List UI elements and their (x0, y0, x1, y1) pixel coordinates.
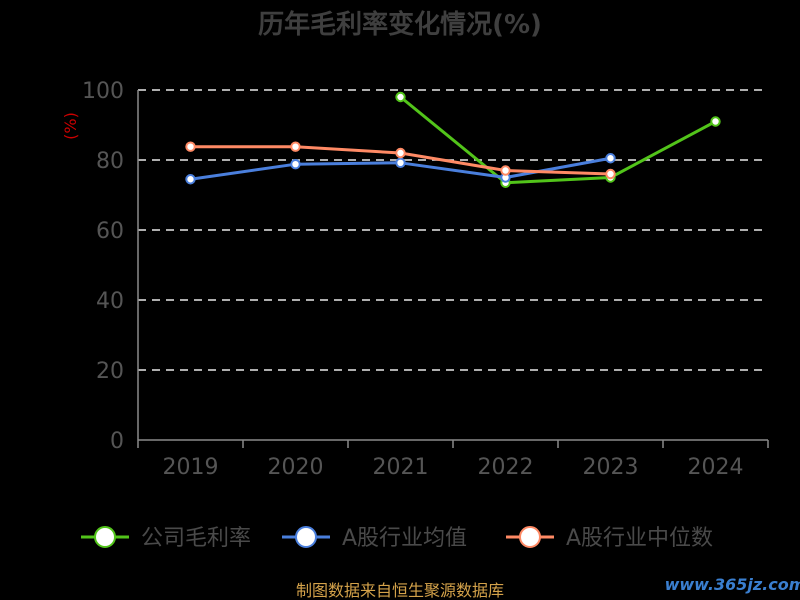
data-point (185, 141, 196, 152)
x-tick-label: 2020 (268, 455, 324, 480)
axes: 0 20 40 60 80 100 2019 2020 2021 2022 2023 2024 (82, 79, 769, 480)
x-tick-label: 2019 (163, 455, 219, 480)
x-tick-label: 2021 (373, 455, 429, 480)
grid-lines (138, 89, 768, 371)
watermark: www.365jz.com (665, 575, 800, 594)
legend-swatch-marker (295, 526, 317, 548)
legend-label: A股行业均值 (342, 526, 467, 551)
y-tick-label: 100 (82, 79, 124, 104)
legend-swatch-marker (94, 526, 116, 548)
data-point (500, 165, 511, 176)
data-point (605, 168, 616, 180)
data-source-note: 制图数据来自恒生聚源数据库 (296, 581, 504, 600)
data-point (710, 116, 721, 127)
data-point (395, 147, 406, 159)
x-tick-label: 2024 (688, 455, 744, 480)
y-tick-label: 80 (96, 149, 124, 174)
x-tick-label: 2022 (478, 455, 534, 480)
y-tick-label: 60 (96, 219, 124, 244)
series-line (399, 95, 717, 185)
data-point (395, 91, 406, 103)
data-point (290, 141, 301, 152)
data-point (395, 157, 406, 169)
legend-label: 公司毛利率 (141, 526, 251, 551)
legend-label: A股行业中位数 (566, 526, 713, 551)
x-tick-label: 2023 (583, 455, 639, 480)
data-point (290, 159, 301, 170)
y-tick-label: 0 (110, 429, 124, 454)
y-tick-label: 20 (96, 359, 124, 384)
legend-swatch-marker (519, 526, 541, 548)
series-lines (185, 91, 721, 188)
data-point (185, 174, 196, 185)
legend: 公司毛利率 A股行业均值 A股行业中位数 (81, 526, 713, 551)
chart-title: 历年毛利率变化情况(%) (258, 9, 542, 40)
y-tick-label: 40 (96, 289, 124, 314)
data-point (605, 153, 616, 164)
y-axis-unit-label: (%) (61, 112, 80, 140)
